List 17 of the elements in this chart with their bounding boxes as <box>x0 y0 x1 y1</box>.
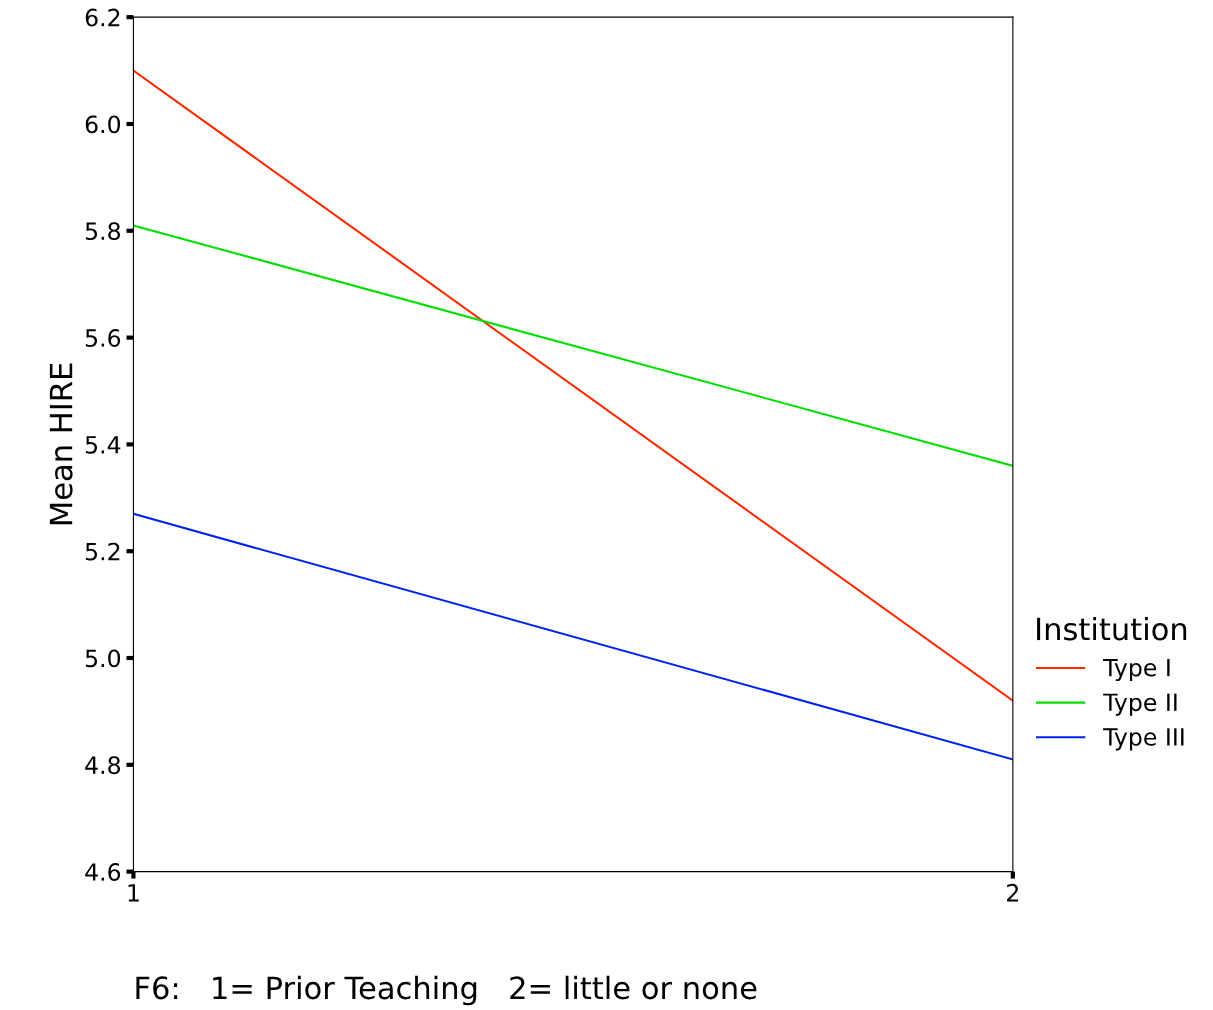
y-tick-label: 6.0 <box>85 115 121 134</box>
y-tick-label: 4.8 <box>85 756 121 775</box>
y-tick-label: 5.6 <box>85 329 121 347</box>
y-tick-label: 5.0 <box>85 649 121 668</box>
x-tick-label: 2 <box>1007 883 1018 902</box>
y-tick-label: 6.2 <box>85 8 120 27</box>
x-tick-label: 1 <box>128 884 139 902</box>
y-tick-label: 5.4 <box>85 436 121 454</box>
y-tick-label: 5.2 <box>85 542 120 561</box>
x-axis-title: F6: 1= Prior Teaching 2= little or none <box>136 975 757 1006</box>
y-tick-label: 4.6 <box>85 863 121 881</box>
legend-label: Type I <box>1103 658 1170 682</box>
y-axis-title: Mean HIRE <box>49 363 73 525</box>
legend-label: Type II <box>1103 693 1177 716</box>
legend-title: Institution <box>1037 616 1187 641</box>
y-tick-label: 5.8 <box>85 222 121 241</box>
legend-label: Type III <box>1103 728 1184 751</box>
